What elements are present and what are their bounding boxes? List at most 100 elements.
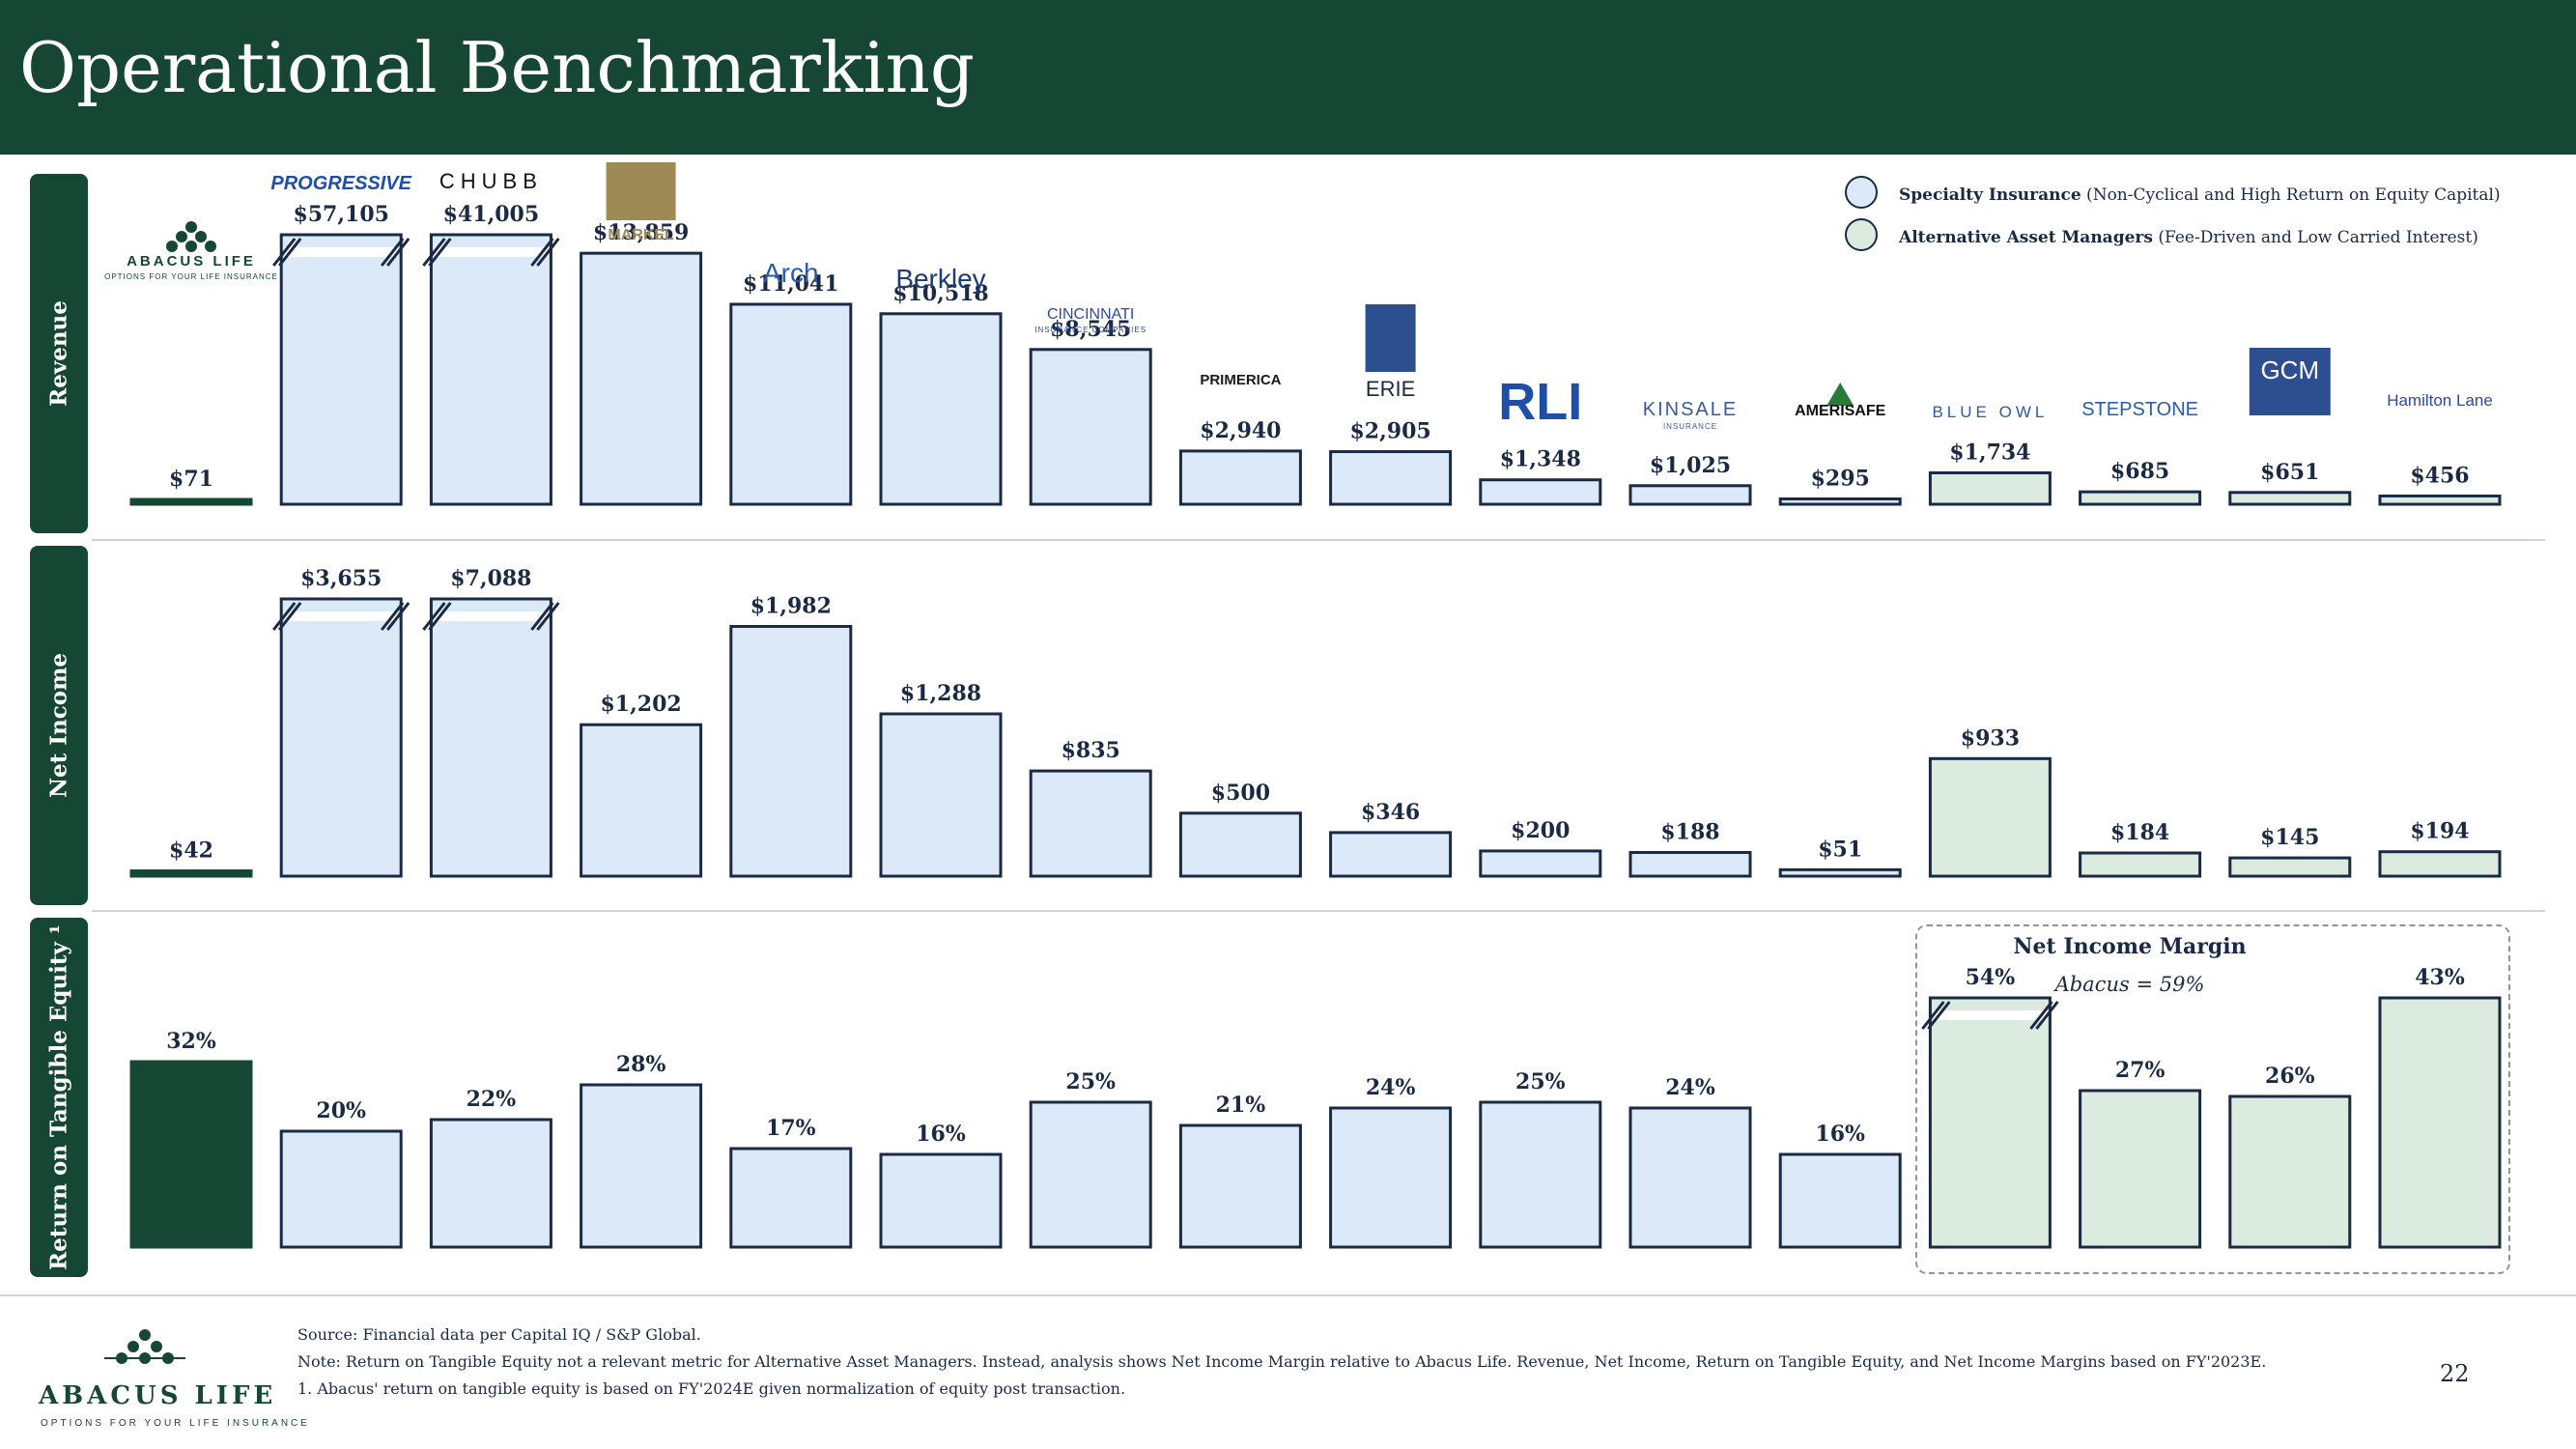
data-label-revenue-primerica: $2,940 xyxy=(1200,418,1281,443)
bar-return-on-tangible-equity-net-income-margin-abacus-life xyxy=(129,1060,253,1249)
abacus-bead-icon xyxy=(166,241,178,252)
data-label-net-income-hamilton-lane: $194 xyxy=(2410,819,2469,844)
methodology-note: Note: Return on Tangible Equity not a re… xyxy=(297,1352,2267,1371)
data-label-net-income-erie: $346 xyxy=(1361,800,1420,825)
footnote-1: 1. Abacus' return on tangible equity is … xyxy=(297,1379,1126,1398)
logo-blue-owl: BLUE OWL xyxy=(1932,403,2048,421)
logo-amerisafe: AMERISAFE xyxy=(1795,403,1886,419)
abacus-bead-icon xyxy=(205,241,216,252)
data-label-revenue-berkley: $10,518 xyxy=(892,281,989,306)
section-divider xyxy=(92,910,2545,912)
bar-revenue-primerica xyxy=(1178,449,1302,506)
markel-logo-mark xyxy=(606,162,676,220)
axis-break-mark xyxy=(536,602,560,631)
footer-tagline: OPTIONS FOR YOUR LIFE INSURANCE xyxy=(41,1418,310,1429)
abacus-bead-icon xyxy=(176,231,187,242)
data-label-return-on-tangible-equity-net-income-margin-primerica: 21% xyxy=(1216,1093,1266,1118)
page-title: Operational Benchmarking xyxy=(19,27,975,108)
axis-break-mark xyxy=(428,238,452,267)
bar-net-income-arch xyxy=(729,624,853,878)
bar-revenue-amerisafe xyxy=(1778,497,1902,506)
abacus-bead-icon xyxy=(195,231,207,242)
bar-return-on-tangible-equity-net-income-margin-progressive xyxy=(279,1129,403,1249)
bar-return-on-tangible-equity-net-income-margin-rli xyxy=(1479,1100,1602,1249)
axis-break-gap xyxy=(284,247,399,257)
data-label-net-income-berkley: $1,288 xyxy=(900,681,981,706)
bar-net-income-cincinnati xyxy=(1029,769,1152,878)
footer-divider xyxy=(0,1294,2576,1296)
bar-net-income-stepstone xyxy=(2079,851,2202,878)
data-label-return-on-tangible-equity-net-income-margin-chubb: 22% xyxy=(467,1087,517,1112)
data-label-return-on-tangible-equity-net-income-margin-gcm: 26% xyxy=(2265,1064,2315,1089)
bar-return-on-tangible-equity-net-income-margin-chubb xyxy=(429,1118,552,1249)
bar-revenue-berkley xyxy=(879,312,1003,506)
logo-berkley: Berkley xyxy=(895,264,985,294)
abacus-bead-icon xyxy=(185,221,197,233)
legend-label-asset-managers: Alternative Asset Managers (Fee-Driven a… xyxy=(1899,228,2478,247)
legend-swatch-asset-managers xyxy=(1845,218,1878,251)
bar-revenue-rli xyxy=(1479,478,1602,506)
logo-kinsale: KINSALE xyxy=(1643,399,1738,420)
bar-revenue-erie xyxy=(1329,450,1453,506)
axis-break-mark xyxy=(1927,1001,1951,1030)
bar-net-income-erie xyxy=(1329,831,1453,878)
data-label-net-income-amerisafe: $51 xyxy=(1818,837,1862,862)
data-label-revenue-progressive: $57,105 xyxy=(293,202,389,227)
logo-sub-cincinnati: INSURANCE COMPANIES xyxy=(1034,326,1146,334)
data-label-revenue-kinsale: $1,025 xyxy=(1650,453,1731,478)
erie-logo-mark xyxy=(1365,304,1416,372)
bar-net-income-abacus-life xyxy=(129,869,253,878)
data-label-revenue-chubb: $41,005 xyxy=(443,202,540,227)
data-label-revenue-markel: $13,859 xyxy=(593,220,690,245)
bar-net-income-kinsale xyxy=(1628,850,1752,878)
bar-return-on-tangible-equity-net-income-margin-primerica xyxy=(1178,1123,1302,1249)
axis-break-mark xyxy=(381,602,405,631)
abacus-beads-icon xyxy=(104,1329,185,1364)
axis-break-mark xyxy=(422,602,446,631)
bar-net-income-primerica xyxy=(1178,811,1302,878)
axis-break-gap xyxy=(284,611,399,621)
logo-primerica: PRIMERICA xyxy=(1200,372,1281,388)
net-income-margin-abacus: Abacus = 59% xyxy=(2054,973,2205,996)
data-label-net-income-primerica: $500 xyxy=(1211,781,1270,806)
bar-net-income-rli xyxy=(1479,849,1602,878)
data-label-return-on-tangible-equity-net-income-margin-kinsale: 24% xyxy=(1665,1075,1715,1100)
data-label-net-income-kinsale: $188 xyxy=(1660,819,1719,844)
data-label-return-on-tangible-equity-net-income-margin-markel: 28% xyxy=(616,1052,666,1077)
data-label-revenue-rli: $1,348 xyxy=(1500,447,1581,472)
data-label-return-on-tangible-equity-net-income-margin-stepstone: 27% xyxy=(2115,1058,2166,1083)
logo-cincinnati: CINCINNATI xyxy=(1047,306,1134,323)
axis-break-mark xyxy=(2029,1001,2053,1030)
logo-arch: Arch xyxy=(763,258,819,288)
data-label-return-on-tangible-equity-net-income-margin-amerisafe: 16% xyxy=(1815,1122,1865,1147)
data-label-net-income-markel: $1,202 xyxy=(600,692,681,717)
legend-swatch-specialty xyxy=(1845,176,1878,209)
header-bar: Operational Benchmarking xyxy=(0,0,2576,155)
logo-hamilton-lane: Hamilton Lane xyxy=(2387,391,2493,410)
axis-break-mark xyxy=(386,238,410,267)
logo-gcm: GCM xyxy=(2260,355,2319,384)
bar-return-on-tangible-equity-net-income-margin-hamilton-lane xyxy=(2378,996,2502,1249)
logo-abacus-life: ABACUS LIFE xyxy=(127,253,256,270)
bar-revenue-chubb xyxy=(429,233,552,506)
data-label-net-income-chubb: $7,088 xyxy=(450,566,531,591)
data-label-net-income-progressive: $3,655 xyxy=(300,566,382,591)
bar-return-on-tangible-equity-net-income-margin-cincinnati xyxy=(1029,1100,1152,1249)
data-label-revenue-arch: $11,041 xyxy=(743,271,839,297)
bar-revenue-cincinnati xyxy=(1029,348,1152,506)
bar-revenue-arch xyxy=(729,302,853,506)
data-label-net-income-rli: $200 xyxy=(1511,818,1570,843)
data-label-net-income-abacus-life: $42 xyxy=(169,838,213,864)
bar-return-on-tangible-equity-net-income-margin-berkley xyxy=(879,1152,1003,1249)
logo-chubb: CHUBB xyxy=(439,169,543,193)
bar-return-on-tangible-equity-net-income-margin-markel xyxy=(580,1083,703,1249)
bar-net-income-berkley xyxy=(879,712,1003,878)
logo-stepstone: STEPSTONE xyxy=(2081,399,2198,420)
data-label-revenue-blue-owl: $1,734 xyxy=(1949,440,2030,465)
axis-break-gap xyxy=(434,247,549,257)
axis-break-mark xyxy=(1921,1001,1945,1030)
section-tab-revenue: Revenue xyxy=(30,174,88,533)
net-income-margin-title: Net Income Margin xyxy=(2013,934,2247,959)
axis-break-mark xyxy=(2035,1001,2059,1030)
bar-return-on-tangible-equity-net-income-margin-erie xyxy=(1329,1106,1453,1249)
